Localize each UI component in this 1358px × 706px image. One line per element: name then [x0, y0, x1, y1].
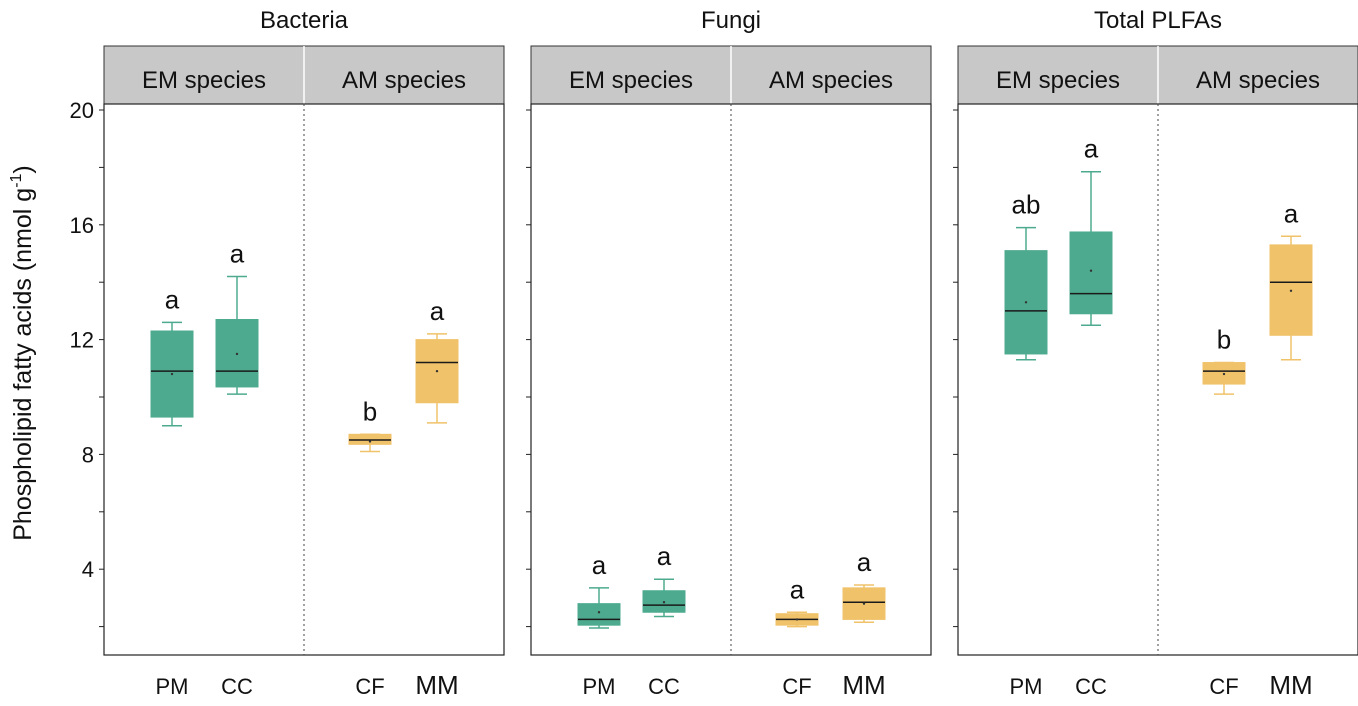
strip-label: AM species	[769, 67, 893, 94]
significance-letter: a	[165, 284, 180, 314]
box-pm: ab PM	[1004, 190, 1048, 699]
category-label: CF	[782, 674, 811, 699]
box-mm: a MM	[842, 547, 885, 700]
category-label: CF	[355, 674, 384, 699]
mean-point	[597, 611, 601, 614]
panel-title: Total PLFAs	[1094, 7, 1222, 34]
box-cc: a CC	[1069, 134, 1113, 699]
panel-fungi: Fungi EM species AM species a PM a CC a CF a MM	[526, 7, 932, 700]
mean-point	[1289, 289, 1293, 293]
y-tick-labels: 4 8 12 16 20	[70, 98, 94, 582]
significance-letter: a	[857, 547, 872, 577]
y-tick-label: 4	[82, 557, 94, 582]
category-label: CC	[1075, 674, 1107, 699]
category-label: PM	[1010, 674, 1043, 699]
significance-letter: a	[430, 296, 445, 326]
mean-point	[170, 372, 174, 376]
significance-letter: a	[657, 541, 672, 571]
mean-point	[1222, 372, 1226, 376]
box-pm: a PM	[150, 284, 194, 699]
significance-letter: a	[592, 550, 607, 580]
significance-letter: ab	[1012, 190, 1041, 220]
y-tick-label: 16	[70, 213, 94, 238]
y-tick-label: 8	[82, 442, 94, 467]
box-mm: a MM	[415, 296, 458, 700]
category-label: PM	[156, 674, 189, 699]
panel-total-plfas: Total PLFAs EM species AM species ab PM a CC b C…	[953, 7, 1358, 700]
strip-label: EM species	[569, 67, 693, 94]
box-cf: a CF	[775, 574, 819, 699]
category-label: CC	[648, 674, 680, 699]
box-cc: a CC	[642, 541, 686, 699]
box-cc: a CC	[215, 238, 259, 699]
mean-point	[435, 369, 439, 373]
panel-bacteria: Bacteria EM species AM species a PM a CC b CF a MM	[99, 7, 505, 700]
significance-letter: b	[1217, 325, 1231, 355]
category-label: MM	[842, 670, 885, 700]
box-body	[1069, 231, 1113, 315]
strip-label: AM species	[1196, 67, 1320, 94]
box-cf: b CF	[348, 396, 392, 699]
category-label: PM	[583, 674, 616, 699]
panels: Bacteria EM species AM species a PM a CC b CF a MM…	[99, 7, 1358, 700]
mean-point	[795, 618, 799, 621]
y-axis-title-group: Phospholipid fatty acids (nmol g-1)	[8, 165, 37, 541]
panel-title: Bacteria	[260, 7, 349, 34]
box-cf: b CF	[1202, 325, 1246, 699]
strip-label: EM species	[996, 67, 1120, 94]
mean-point	[368, 440, 372, 443]
mean-point	[662, 601, 666, 604]
significance-letter: a	[1284, 198, 1299, 228]
strip-label: EM species	[142, 67, 266, 94]
category-label: CC	[221, 674, 253, 699]
strip-label: AM species	[342, 67, 466, 94]
significance-letter: a	[230, 238, 245, 268]
category-label: CF	[1209, 674, 1238, 699]
significance-letter: a	[1084, 134, 1099, 164]
mean-point	[862, 602, 866, 605]
y-tick-label: 20	[70, 98, 94, 123]
box-mm: a MM	[1269, 198, 1312, 700]
category-label: MM	[415, 670, 458, 700]
mean-point	[1024, 301, 1028, 304]
mean-point	[235, 352, 239, 356]
y-axis-title-close: )	[9, 165, 37, 173]
panel-title: Fungi	[701, 7, 761, 34]
y-tick-label: 12	[70, 328, 94, 353]
box-pm: a PM	[577, 550, 621, 699]
y-axis-title-superscript: -1	[8, 173, 25, 187]
mean-point	[1089, 269, 1093, 272]
significance-letter: b	[363, 396, 377, 426]
y-axis-title: Phospholipid fatty acids (nmol g	[9, 188, 37, 541]
box-body	[577, 603, 621, 626]
svg-text:Phospholipid fatty acids (nmol: Phospholipid fatty acids (nmol g-1)	[8, 165, 37, 541]
significance-letter: a	[790, 574, 805, 604]
category-label: MM	[1269, 670, 1312, 700]
